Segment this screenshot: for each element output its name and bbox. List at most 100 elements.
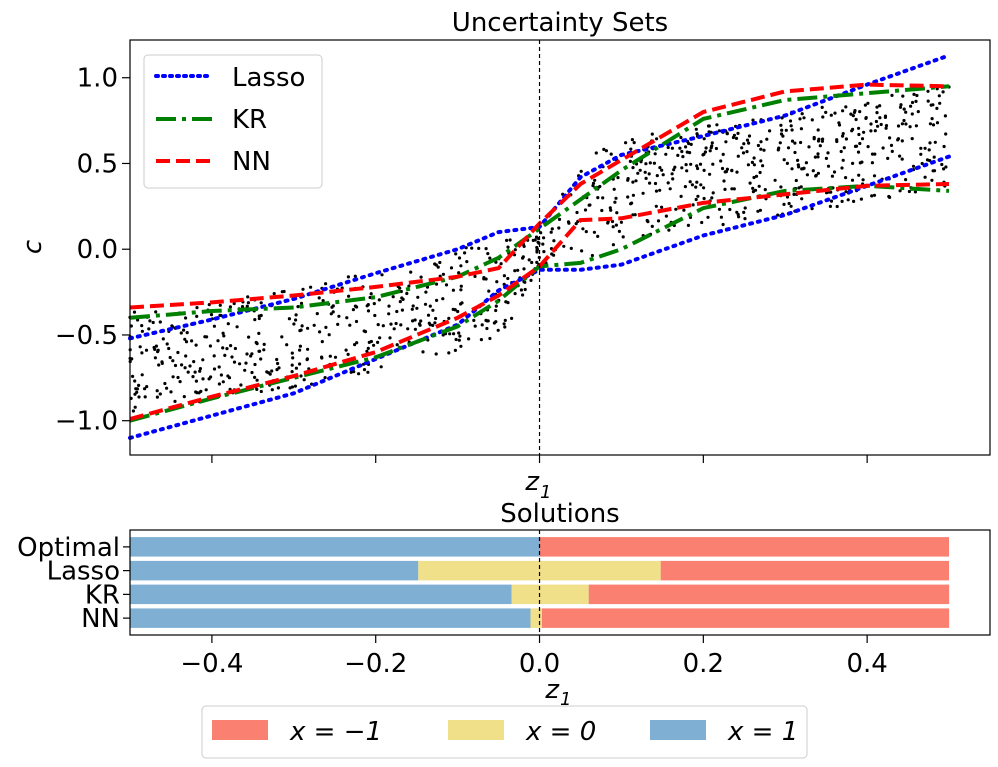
- scatter-point: [394, 321, 398, 326]
- bar-segment: [130, 608, 531, 628]
- scatter-point: [302, 378, 306, 382]
- scatter-point: [533, 238, 537, 242]
- scatter-point: [745, 150, 749, 154]
- scatter-point: [244, 361, 248, 365]
- scatter-point: [923, 146, 927, 150]
- scatter-point: [638, 168, 642, 172]
- scatter-point: [648, 161, 652, 165]
- scatter-point: [828, 204, 833, 208]
- scatter-point: [608, 206, 612, 210]
- scatter-point: [151, 320, 155, 325]
- scatter-point: [529, 278, 533, 282]
- scatter-point: [888, 136, 892, 140]
- scatter-point: [226, 374, 230, 378]
- scatter-point: [459, 264, 463, 268]
- scatter-point: [362, 368, 367, 372]
- scatter-point: [644, 176, 648, 180]
- scatter-point: [378, 336, 382, 340]
- scatter-point: [614, 223, 619, 227]
- legend-entry-nn: NN: [156, 147, 271, 177]
- scatter-point: [719, 215, 724, 219]
- scatter-point: [655, 174, 659, 178]
- scatter-point: [138, 345, 142, 349]
- scatter-point: [581, 227, 585, 231]
- scatter-point: [133, 379, 137, 383]
- scatter-point: [299, 301, 304, 305]
- scatter-point: [841, 109, 845, 113]
- svg-text:1: 1: [560, 689, 571, 710]
- scatter-point: [158, 392, 162, 396]
- scatter-point: [631, 213, 635, 217]
- scatter-point: [707, 124, 711, 128]
- scatter-point: [722, 179, 726, 183]
- scatter-point: [185, 331, 189, 335]
- scatter-point: [699, 183, 703, 187]
- scatter-point: [857, 132, 861, 137]
- svg-text:1: 1: [540, 482, 551, 503]
- scatter-point: [433, 262, 437, 266]
- scatter-point: [477, 246, 481, 250]
- scatter-point: [930, 178, 934, 182]
- scatter-point: [217, 365, 221, 369]
- scatter-point: [740, 146, 744, 150]
- scatter-point: [854, 117, 858, 122]
- legend-label-x-minus-1: x = −1: [289, 717, 382, 747]
- scatter-point: [935, 106, 939, 110]
- scatter-point: [451, 288, 455, 292]
- scatter-point: [782, 202, 786, 206]
- legend-entry-x-minus-1: x = −1: [212, 717, 382, 747]
- scatter-point: [736, 131, 740, 135]
- scatter-point: [131, 409, 135, 413]
- scatter-point: [866, 145, 870, 149]
- bar-segment: [130, 584, 512, 605]
- scatter-point: [631, 166, 635, 170]
- scatter-point: [816, 128, 820, 132]
- scatter-point: [814, 173, 818, 177]
- scatter-point: [426, 313, 431, 317]
- scatter-point: [135, 387, 139, 391]
- scatter-point: [472, 318, 476, 322]
- scatter-point: [253, 318, 257, 322]
- scatter-point: [366, 370, 370, 374]
- scatter-point: [235, 325, 239, 329]
- scatter-point: [609, 152, 613, 156]
- scatter-point: [298, 348, 302, 352]
- scatter-point: [173, 363, 178, 368]
- scatter-point: [890, 149, 894, 153]
- scatter-point: [575, 210, 579, 215]
- solutions-legend-box: [201, 705, 808, 759]
- scatter-point: [841, 134, 845, 138]
- scatter-point: [165, 386, 169, 390]
- bottom-y-tick-label: Optimal: [17, 533, 120, 563]
- scatter-point: [413, 318, 417, 322]
- scatter-point: [875, 111, 879, 115]
- scatter-point: [194, 379, 198, 383]
- lasso-lower-bound: [128, 154, 951, 440]
- scatter-point: [147, 327, 151, 331]
- scatter-point: [183, 366, 187, 370]
- scatter-point: [883, 115, 888, 119]
- scatter-point: [473, 274, 477, 278]
- bottom-x-tick-label: 0.2: [683, 649, 724, 679]
- scatter-point: [841, 132, 845, 136]
- scatter-point: [928, 122, 933, 126]
- scatter-point: [552, 239, 556, 243]
- scatter-point: [723, 187, 727, 191]
- scatter-point: [629, 147, 633, 151]
- svg-text:z: z: [544, 675, 560, 705]
- scatter-point: [904, 122, 908, 126]
- scatter-point: [829, 199, 834, 203]
- scatter-point: [519, 288, 524, 292]
- scatter-point: [781, 134, 785, 138]
- scatter-point: [148, 319, 152, 323]
- scatter-point: [899, 103, 903, 107]
- scatter-point: [821, 115, 825, 119]
- scatter-point: [684, 163, 688, 167]
- scatter-point: [132, 310, 137, 314]
- scatter-point: [299, 374, 303, 378]
- top-y-tick-label: 1.0: [77, 64, 118, 94]
- scatter-point: [678, 146, 682, 150]
